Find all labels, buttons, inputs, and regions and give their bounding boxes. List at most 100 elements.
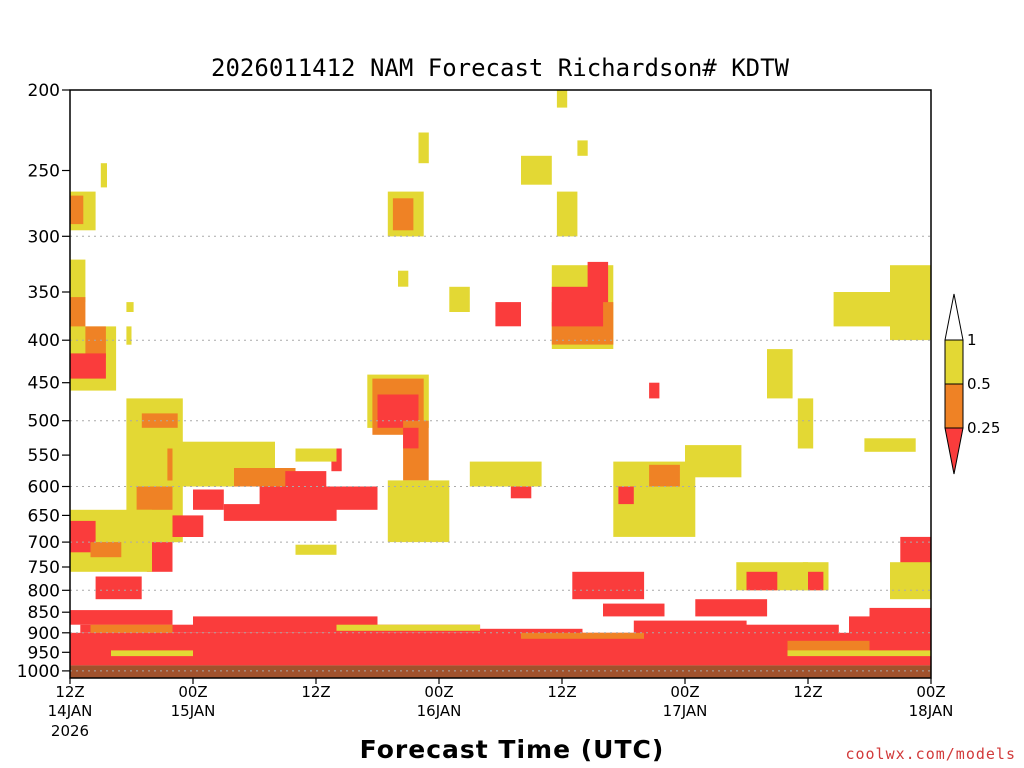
x-tick-label-5-line1: 00Z xyxy=(670,683,699,701)
ground-fill xyxy=(70,665,931,678)
heatmap-region-15 xyxy=(172,515,204,537)
y-tick-label-750: 750 xyxy=(28,558,60,578)
below-ground-area xyxy=(70,665,931,678)
colorbar-label-1: 1 xyxy=(967,331,977,349)
colorbar-segment-lt1 xyxy=(944,339,964,385)
y-tick-label-200: 200 xyxy=(28,81,60,101)
heatmap-region-9 xyxy=(126,302,134,312)
heatmap-region-48 xyxy=(587,261,609,303)
heatmap-region-61 xyxy=(864,438,916,452)
heatmap-region-54 xyxy=(649,464,680,487)
heatmap-region-52 xyxy=(649,382,660,399)
heatmap-region-27 xyxy=(331,448,342,472)
colorbar-label-0-5: 0.5 xyxy=(967,375,991,393)
heatmap-region-14 xyxy=(193,489,224,510)
chart-title: 2026011412 NAM Forecast Richardson# KDTW xyxy=(211,54,790,82)
heatmap-region-65 xyxy=(808,571,824,591)
y-tick-label-900: 900 xyxy=(28,624,60,644)
plot-frame xyxy=(69,89,932,679)
heatmap-region-1 xyxy=(70,195,84,225)
heatmap-region-21 xyxy=(70,610,173,625)
y-tick-label-300: 300 xyxy=(28,227,60,247)
x-tick-label-3-line1: 00Z xyxy=(424,683,453,701)
heatmap-region-78 xyxy=(746,624,839,635)
source-credit: coolwx.com/models xyxy=(845,745,1016,763)
heatmap-region-25 xyxy=(259,486,378,510)
y-tick-label-350: 350 xyxy=(28,283,60,303)
heatmap-region-28 xyxy=(295,448,337,462)
heatmap-region-50 xyxy=(556,90,568,108)
y-tick-label-650: 650 xyxy=(28,506,60,526)
y-tick-label-550: 550 xyxy=(28,446,60,466)
heatmap-region-76 xyxy=(480,628,583,635)
x-tick-label-4-line1: 12Z xyxy=(547,683,576,701)
x-tick-label-0-line3: 2026 xyxy=(51,722,89,740)
y-tick-label-500: 500 xyxy=(28,412,60,432)
heatmap-region-77 xyxy=(633,620,747,635)
heatmap-region-39 xyxy=(387,480,450,543)
heatmap-region-7 xyxy=(70,353,106,379)
x-tick-label-7-line1: 00Z xyxy=(916,683,945,701)
heatmap-region-40 xyxy=(449,286,470,312)
heatmap-region-69 xyxy=(572,571,645,600)
y-tick-label-950: 950 xyxy=(28,643,60,663)
heatmap-region-34 xyxy=(403,427,419,449)
colorbar-label-0-25: 0.25 xyxy=(967,419,1000,437)
heatmap-region-82 xyxy=(787,640,870,651)
heatmap-region-55 xyxy=(618,486,634,505)
y-tick-label-850: 850 xyxy=(28,603,60,623)
heatmap-region-85 xyxy=(787,650,931,657)
heatmap-region-6 xyxy=(85,326,106,358)
heatmap-region-67 xyxy=(890,562,931,600)
heatmap-region-38 xyxy=(398,270,409,287)
colorbar-segment-lt0-5 xyxy=(944,383,964,429)
heatmap-region-83 xyxy=(111,650,193,657)
heatmap-region-58 xyxy=(797,398,814,449)
heatmap-region-51 xyxy=(577,140,588,156)
heatmap-region-11 xyxy=(141,413,178,428)
x-tick-label-7-line2: 18JAN xyxy=(909,702,954,720)
heatmap-region-26 xyxy=(285,471,327,487)
heatmap-region-57 xyxy=(767,349,793,399)
heatmap-region-79 xyxy=(849,616,931,635)
heatmap-region-71 xyxy=(695,599,768,617)
heatmap-region-60 xyxy=(890,265,931,341)
heatmap-region-56 xyxy=(685,445,742,478)
heatmap-region-23 xyxy=(234,468,296,487)
heatmap-region-29 xyxy=(295,544,337,555)
heatmap-region-13 xyxy=(136,486,173,510)
x-tick-label-5-line2: 17JAN xyxy=(663,702,708,720)
y-tick-label-700: 700 xyxy=(28,533,60,553)
heatmap-region-19 xyxy=(90,542,122,558)
heatmap-region-42 xyxy=(469,461,542,487)
heatmap-region-20 xyxy=(95,576,142,600)
heatmap-region-81 xyxy=(521,632,644,639)
heatmap-region-84 xyxy=(336,624,480,631)
x-tick-label-1-line2: 15JAN xyxy=(171,702,216,720)
heatmap-region-4 xyxy=(70,297,86,331)
heatmap-cells xyxy=(70,90,932,666)
colorbar-legend: 1 0.5 0.25 xyxy=(944,293,1000,475)
heatmap-region-36 xyxy=(392,198,414,231)
heatmap-region-37 xyxy=(418,132,429,164)
y-tick-label-1000: 1000 xyxy=(17,662,60,682)
heatmap-region-70 xyxy=(603,603,665,617)
heatmap-region-8 xyxy=(126,326,132,345)
y-tick-label-250: 250 xyxy=(28,162,60,182)
heatmap-region-63 xyxy=(746,571,778,591)
heatmap-region-80 xyxy=(90,624,173,633)
y-tick-label-800: 800 xyxy=(28,581,60,601)
x-tick-label-0-line1: 12Z xyxy=(55,683,84,701)
colorbar-segment-gt1 xyxy=(944,293,964,341)
heatmap-region-43 xyxy=(510,486,532,499)
heatmap-region-3 xyxy=(70,259,86,303)
x-tick-label-3-line2: 16JAN xyxy=(417,702,462,720)
x-tick-label-6-line1: 12Z xyxy=(793,683,822,701)
x-tick-label-0-line2: 14JAN xyxy=(48,702,93,720)
y-tick-label-600: 600 xyxy=(28,478,60,498)
y-axis: 200 250 300 350 400 450 500 550 600 650 700 750 8008… xyxy=(17,81,70,682)
x-tick-label-1-line1: 00Z xyxy=(178,683,207,701)
heatmap-region-41 xyxy=(495,302,521,327)
heatmap-region-2 xyxy=(100,163,107,188)
